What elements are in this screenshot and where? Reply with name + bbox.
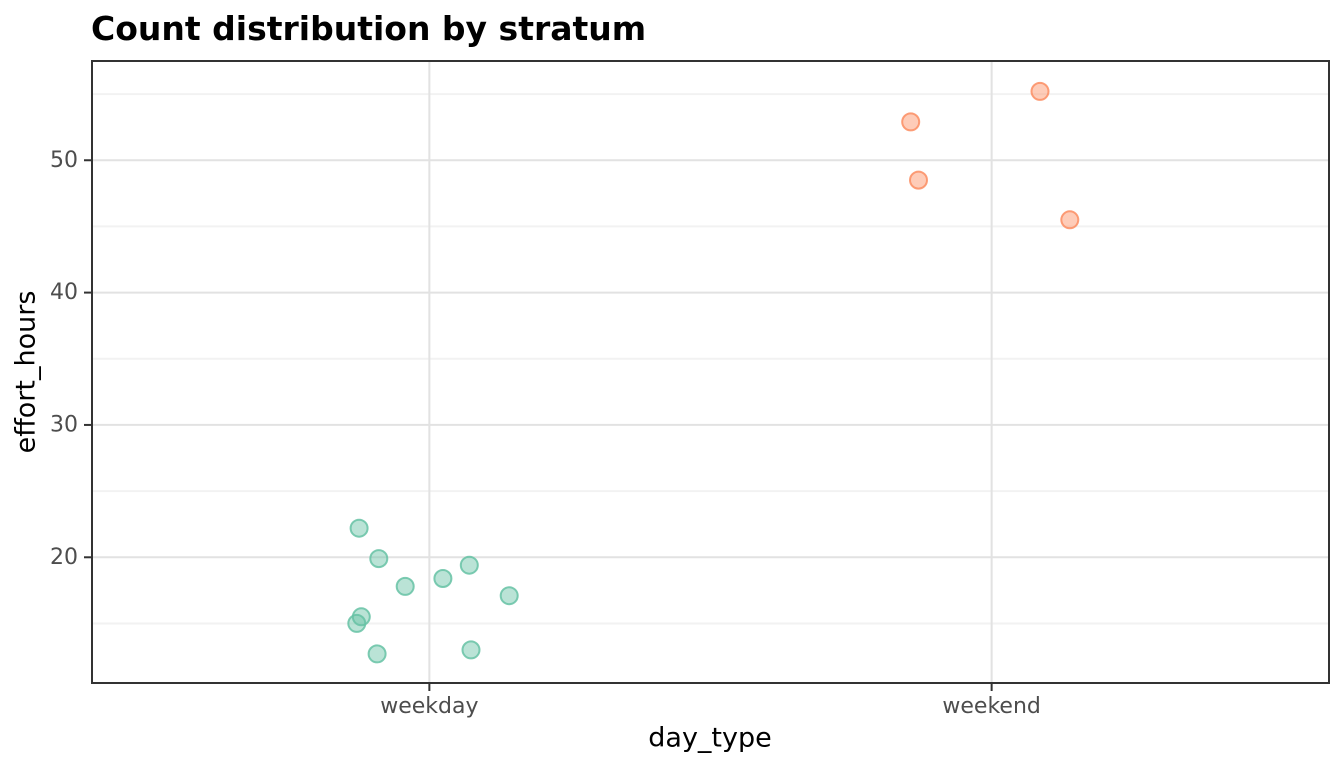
data-point-weekday xyxy=(459,555,479,575)
chart-title: Count distribution by stratum xyxy=(91,9,647,48)
x-tick-label: weekend xyxy=(942,694,1040,719)
data-point-weekday xyxy=(499,586,519,606)
data-point-weekday xyxy=(347,613,367,633)
panel-background xyxy=(92,61,1329,683)
data-point-weekday xyxy=(395,576,415,596)
data-point-weekend xyxy=(1030,81,1050,101)
x-tick-label: weekday xyxy=(380,694,478,719)
panel-border xyxy=(91,60,1330,684)
data-point-weekend xyxy=(1060,210,1080,230)
data-point-weekday xyxy=(369,549,389,569)
data-point-weekday xyxy=(433,569,453,588)
y-tick-label: 30 xyxy=(50,412,78,437)
y-tick-label: 40 xyxy=(50,280,78,305)
data-point-weekend xyxy=(909,170,928,190)
data-point-weekday xyxy=(461,640,481,660)
data-point-weekend xyxy=(901,112,921,132)
y-tick-label: 50 xyxy=(50,148,78,173)
y-tick-label: 20 xyxy=(50,545,78,570)
data-point-weekday xyxy=(349,518,369,538)
y-axis-title: effort_hours xyxy=(10,290,42,454)
x-axis-title: day_type xyxy=(648,722,772,754)
data-point-weekday xyxy=(367,644,387,664)
